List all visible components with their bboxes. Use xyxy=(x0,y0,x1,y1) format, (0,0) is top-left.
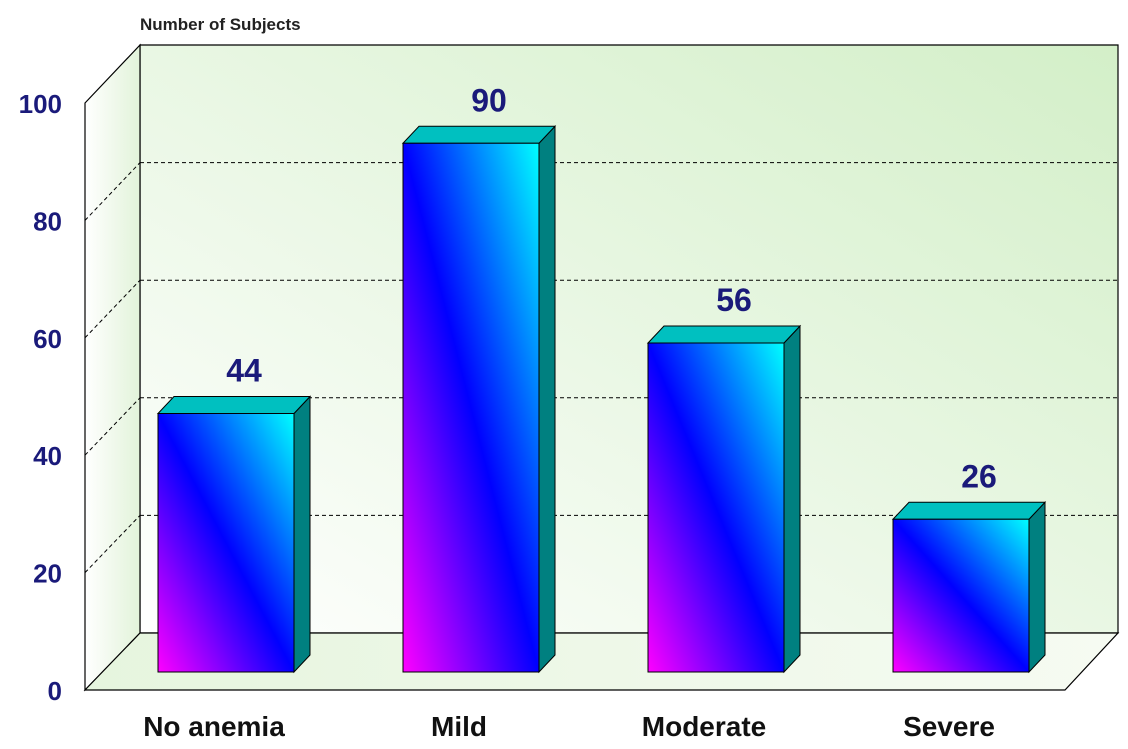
plot-frame xyxy=(83,43,1120,692)
data-label: 90 xyxy=(471,82,507,118)
data-label: 44 xyxy=(226,353,262,389)
y-tick-label: 40 xyxy=(33,441,62,471)
bar-side xyxy=(1028,500,1046,674)
side-gridline xyxy=(84,397,141,456)
bar xyxy=(646,324,802,674)
bar-top xyxy=(156,396,312,414)
bar-front xyxy=(157,413,295,673)
side-gridline xyxy=(84,515,141,573)
floor xyxy=(83,632,1120,691)
bar xyxy=(891,500,1047,674)
data-label: 56 xyxy=(716,282,752,318)
y-axis-label: Number of Subjects xyxy=(140,15,301,34)
bar-top xyxy=(401,125,557,144)
bar-front xyxy=(647,342,785,673)
x-tick-label: No anemia xyxy=(143,711,285,742)
bar-top xyxy=(891,501,1047,520)
bar-side xyxy=(783,324,801,674)
x-tick-label: Severe xyxy=(903,711,995,742)
bar-side xyxy=(293,395,311,674)
side-wall xyxy=(84,43,141,692)
y-tick-label: 20 xyxy=(33,559,62,589)
y-tick-label: 0 xyxy=(48,676,62,706)
side-gridline xyxy=(84,162,141,221)
bar-front xyxy=(402,142,540,673)
bars xyxy=(156,124,1047,674)
bar-top xyxy=(646,325,802,344)
x-tick-label: Mild xyxy=(431,711,487,742)
labels: 0 20 40 60 80 100 44 No anemia 90 Mild 56 Moderate 2… xyxy=(19,82,997,742)
x-tick-label: Moderate xyxy=(642,711,766,742)
data-label: 26 xyxy=(961,458,997,494)
bar-side xyxy=(538,124,556,674)
bar-front xyxy=(892,518,1030,673)
side-gridline xyxy=(84,279,141,339)
bar xyxy=(401,124,557,674)
y-tick-label: 80 xyxy=(33,206,62,236)
y-tick-label: 60 xyxy=(33,324,62,354)
bar xyxy=(156,395,312,674)
y-tick-label: 100 xyxy=(19,89,62,119)
